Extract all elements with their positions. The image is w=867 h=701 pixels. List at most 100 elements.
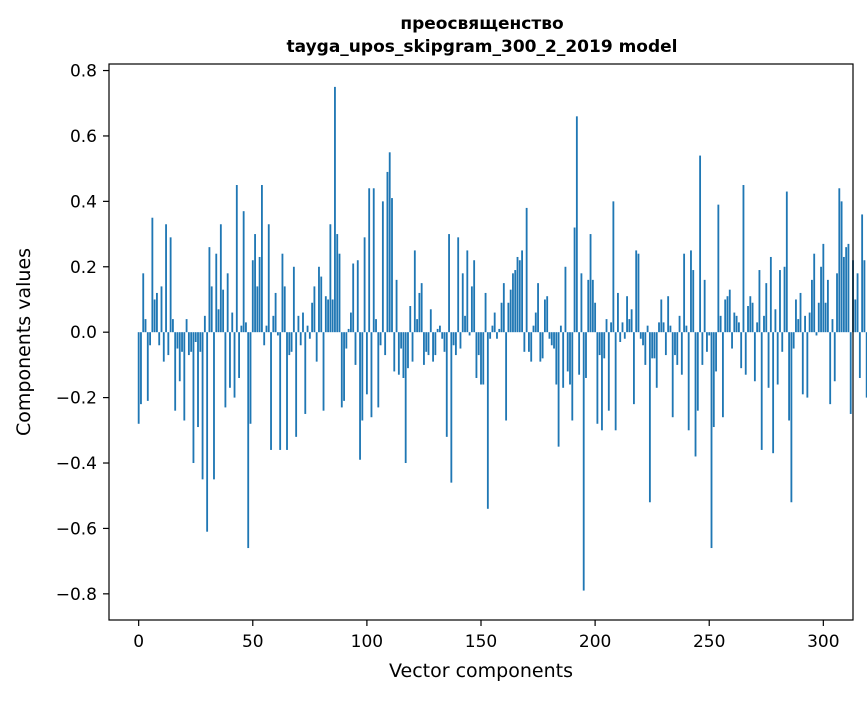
- bar: [785, 191, 788, 333]
- bar: [612, 201, 615, 333]
- bar: [167, 332, 170, 356]
- bar: [831, 319, 834, 333]
- bar: [630, 309, 633, 333]
- bar: [854, 299, 857, 333]
- bar: [486, 332, 489, 509]
- bar: [804, 315, 806, 333]
- bar: [788, 332, 791, 421]
- bar: [731, 332, 733, 349]
- bar: [553, 332, 555, 349]
- bar: [395, 279, 398, 333]
- bar: [776, 332, 779, 385]
- bar: [377, 332, 380, 408]
- bar: [525, 207, 528, 333]
- bar: [411, 332, 414, 362]
- bar: [187, 332, 190, 356]
- bar: [728, 289, 731, 333]
- bar: [550, 332, 553, 346]
- bar: [790, 332, 793, 503]
- bar: [169, 237, 172, 333]
- bar: [270, 332, 272, 450]
- bar: [464, 315, 466, 333]
- bar: [224, 332, 227, 408]
- bar: [215, 253, 218, 333]
- bar: [733, 312, 736, 333]
- bar: [500, 302, 503, 333]
- bar: [626, 296, 628, 333]
- bar: [384, 332, 387, 356]
- bar: [297, 315, 300, 333]
- bar: [242, 211, 245, 333]
- bar: [534, 312, 537, 333]
- bar: [840, 201, 843, 333]
- bar: [516, 256, 519, 333]
- bar: [178, 332, 181, 382]
- bar: [847, 243, 850, 333]
- bar: [181, 332, 183, 352]
- bar: [664, 332, 667, 356]
- bar: [176, 332, 179, 349]
- bar: [151, 217, 154, 333]
- bar: [858, 332, 861, 378]
- bar: [539, 332, 542, 362]
- x-axis-label: Vector components: [389, 660, 573, 682]
- bar: [676, 332, 679, 365]
- bar: [703, 279, 706, 333]
- bar: [156, 292, 158, 333]
- bar: [740, 332, 743, 369]
- bar: [272, 315, 275, 333]
- bar: [391, 198, 393, 333]
- bar: [436, 328, 439, 333]
- x-tick-label: 100: [351, 632, 383, 652]
- bar: [142, 273, 145, 333]
- bar: [393, 332, 396, 372]
- bar: [817, 302, 820, 333]
- bar: [174, 332, 177, 411]
- bar: [692, 270, 695, 333]
- bar: [315, 332, 318, 362]
- bar: [137, 332, 140, 424]
- y-tick-label: 0.4: [70, 192, 97, 212]
- bar: [651, 332, 654, 359]
- bar: [573, 227, 576, 333]
- bar: [610, 322, 612, 333]
- bar: [208, 247, 211, 333]
- bar: [480, 332, 482, 385]
- bar: [299, 332, 302, 346]
- bar: [468, 332, 471, 336]
- bar: [580, 273, 583, 333]
- bar: [594, 302, 597, 333]
- bar: [441, 332, 444, 339]
- bar: [418, 292, 421, 333]
- bar: [313, 286, 316, 333]
- y-axis-label: Components values: [13, 248, 35, 436]
- bar: [206, 332, 209, 532]
- bar: [347, 328, 350, 333]
- bar: [715, 332, 717, 372]
- y-tick-label: −0.6: [56, 519, 97, 539]
- bar: [327, 299, 330, 333]
- bar: [865, 332, 867, 398]
- bar: [813, 253, 816, 333]
- bar: [231, 312, 234, 333]
- bar: [861, 214, 864, 333]
- y-tick-label: 0.0: [70, 323, 97, 343]
- bar: [443, 332, 446, 352]
- bar: [361, 332, 364, 421]
- bar: [658, 322, 660, 333]
- bar: [582, 332, 585, 591]
- bar: [799, 292, 802, 333]
- bar: [470, 286, 473, 333]
- bar: [505, 332, 508, 421]
- bar: [696, 332, 699, 411]
- bar: [235, 185, 238, 333]
- bar: [263, 332, 266, 346]
- bar: [149, 332, 151, 346]
- bar: [578, 332, 581, 375]
- bar: [160, 286, 163, 333]
- bar: [735, 315, 738, 333]
- bar: [845, 247, 848, 333]
- bar: [146, 332, 149, 401]
- bar: [753, 332, 756, 382]
- bar: [432, 332, 434, 362]
